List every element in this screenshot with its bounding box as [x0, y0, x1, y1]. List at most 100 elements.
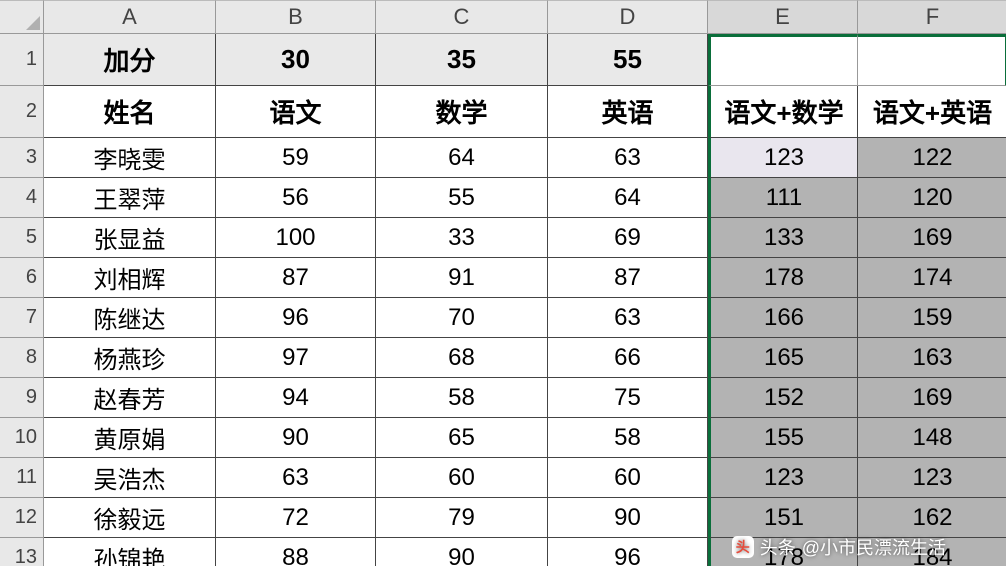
cell-C13[interactable]: 90 — [376, 538, 548, 566]
cell-F12[interactable]: 162 — [858, 498, 1006, 538]
cell-F7[interactable]: 159 — [858, 298, 1006, 338]
row-header-10[interactable]: 10 — [0, 418, 44, 458]
cell-A13[interactable]: 孙锦艳 — [44, 538, 216, 566]
row-header-6[interactable]: 6 — [0, 258, 44, 298]
row-header-11[interactable]: 11 — [0, 458, 44, 498]
cell-D2[interactable]: 英语 — [548, 86, 708, 138]
row-header-4[interactable]: 4 — [0, 178, 44, 218]
cell-E3[interactable]: 123 — [708, 138, 858, 178]
column-header-E[interactable]: E — [708, 0, 858, 34]
cell-D11[interactable]: 60 — [548, 458, 708, 498]
cell-A10[interactable]: 黄原娟 — [44, 418, 216, 458]
cell-A3[interactable]: 李晓雯 — [44, 138, 216, 178]
cell-B5[interactable]: 100 — [216, 218, 376, 258]
cell-C1[interactable]: 35 — [376, 34, 548, 86]
spreadsheet-container: ABCDEF1加分3035552姓名语文数学英语语文+数学语文+英语3李晓雯59… — [0, 0, 1006, 566]
row-header-5[interactable]: 5 — [0, 218, 44, 258]
cell-D8[interactable]: 66 — [548, 338, 708, 378]
cell-E1[interactable] — [708, 34, 858, 86]
cell-C10[interactable]: 65 — [376, 418, 548, 458]
cell-E11[interactable]: 123 — [708, 458, 858, 498]
cell-D10[interactable]: 58 — [548, 418, 708, 458]
cell-B13[interactable]: 88 — [216, 538, 376, 566]
cell-E7[interactable]: 166 — [708, 298, 858, 338]
cell-A12[interactable]: 徐毅远 — [44, 498, 216, 538]
column-header-A[interactable]: A — [44, 0, 216, 34]
cell-A4[interactable]: 王翠萍 — [44, 178, 216, 218]
watermark: 头 头条 @小市民漂流生活 — [732, 534, 946, 560]
cell-E2[interactable]: 语文+数学 — [708, 86, 858, 138]
cell-D13[interactable]: 96 — [548, 538, 708, 566]
cell-C5[interactable]: 33 — [376, 218, 548, 258]
column-header-D[interactable]: D — [548, 0, 708, 34]
row-header-1[interactable]: 1 — [0, 34, 44, 86]
row-header-9[interactable]: 9 — [0, 378, 44, 418]
cell-F9[interactable]: 169 — [858, 378, 1006, 418]
cell-B1[interactable]: 30 — [216, 34, 376, 86]
row-header-2[interactable]: 2 — [0, 86, 44, 138]
cell-F2[interactable]: 语文+英语 — [858, 86, 1006, 138]
cell-C7[interactable]: 70 — [376, 298, 548, 338]
row-header-7[interactable]: 7 — [0, 298, 44, 338]
cell-C12[interactable]: 79 — [376, 498, 548, 538]
cell-B3[interactable]: 59 — [216, 138, 376, 178]
cell-E12[interactable]: 151 — [708, 498, 858, 538]
cell-A2[interactable]: 姓名 — [44, 86, 216, 138]
row-header-3[interactable]: 3 — [0, 138, 44, 178]
cell-D7[interactable]: 63 — [548, 298, 708, 338]
cell-F6[interactable]: 174 — [858, 258, 1006, 298]
column-header-C[interactable]: C — [376, 0, 548, 34]
cell-F4[interactable]: 120 — [858, 178, 1006, 218]
row-header-12[interactable]: 12 — [0, 498, 44, 538]
cell-F3[interactable]: 122 — [858, 138, 1006, 178]
column-header-B[interactable]: B — [216, 0, 376, 34]
row-header-13[interactable]: 13 — [0, 538, 44, 566]
cell-E8[interactable]: 165 — [708, 338, 858, 378]
cell-D3[interactable]: 63 — [548, 138, 708, 178]
cell-C11[interactable]: 60 — [376, 458, 548, 498]
cell-B8[interactable]: 97 — [216, 338, 376, 378]
cell-D12[interactable]: 90 — [548, 498, 708, 538]
watermark-label: 头条 — [760, 534, 796, 560]
spreadsheet-grid[interactable]: ABCDEF1加分3035552姓名语文数学英语语文+数学语文+英语3李晓雯59… — [0, 0, 1006, 566]
cell-D6[interactable]: 87 — [548, 258, 708, 298]
cell-E9[interactable]: 152 — [708, 378, 858, 418]
cell-C8[interactable]: 68 — [376, 338, 548, 378]
cell-D5[interactable]: 69 — [548, 218, 708, 258]
cell-D1[interactable]: 55 — [548, 34, 708, 86]
cell-A9[interactable]: 赵春芳 — [44, 378, 216, 418]
select-all-corner[interactable] — [0, 0, 44, 34]
cell-E4[interactable]: 111 — [708, 178, 858, 218]
cell-F11[interactable]: 123 — [858, 458, 1006, 498]
cell-A8[interactable]: 杨燕珍 — [44, 338, 216, 378]
cell-E6[interactable]: 178 — [708, 258, 858, 298]
cell-F1[interactable] — [858, 34, 1006, 86]
cell-B10[interactable]: 90 — [216, 418, 376, 458]
cell-A6[interactable]: 刘相辉 — [44, 258, 216, 298]
cell-E10[interactable]: 155 — [708, 418, 858, 458]
cell-C3[interactable]: 64 — [376, 138, 548, 178]
cell-A11[interactable]: 吴浩杰 — [44, 458, 216, 498]
cell-B6[interactable]: 87 — [216, 258, 376, 298]
row-header-8[interactable]: 8 — [0, 338, 44, 378]
cell-B11[interactable]: 63 — [216, 458, 376, 498]
cell-C6[interactable]: 91 — [376, 258, 548, 298]
cell-C2[interactable]: 数学 — [376, 86, 548, 138]
cell-B7[interactable]: 96 — [216, 298, 376, 338]
cell-F10[interactable]: 148 — [858, 418, 1006, 458]
cell-E5[interactable]: 133 — [708, 218, 858, 258]
cell-B9[interactable]: 94 — [216, 378, 376, 418]
cell-F5[interactable]: 169 — [858, 218, 1006, 258]
cell-C4[interactable]: 55 — [376, 178, 548, 218]
cell-C9[interactable]: 58 — [376, 378, 548, 418]
cell-D9[interactable]: 75 — [548, 378, 708, 418]
cell-B12[interactable]: 72 — [216, 498, 376, 538]
cell-B2[interactable]: 语文 — [216, 86, 376, 138]
cell-A1[interactable]: 加分 — [44, 34, 216, 86]
column-header-F[interactable]: F — [858, 0, 1006, 34]
cell-F8[interactable]: 163 — [858, 338, 1006, 378]
cell-A7[interactable]: 陈继达 — [44, 298, 216, 338]
cell-A5[interactable]: 张显益 — [44, 218, 216, 258]
cell-B4[interactable]: 56 — [216, 178, 376, 218]
cell-D4[interactable]: 64 — [548, 178, 708, 218]
